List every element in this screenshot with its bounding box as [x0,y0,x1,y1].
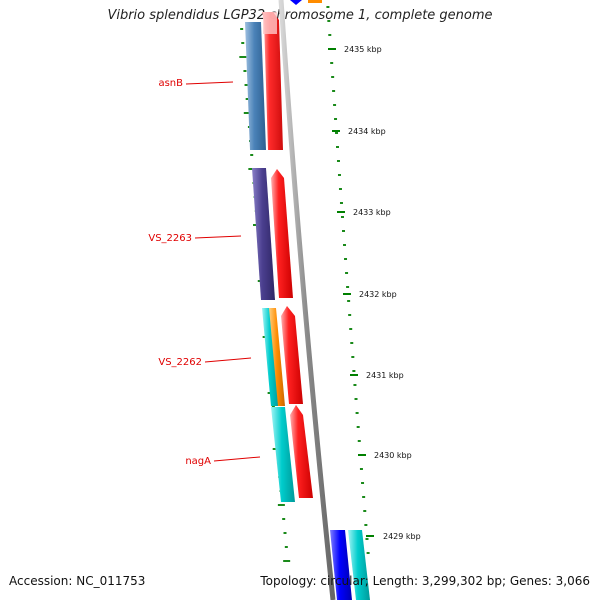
gc-dot [355,412,359,414]
gc-dot [345,272,349,274]
gc-dot [243,70,247,72]
gc-dot [338,188,342,190]
gene-label-VS2263: VS_2263 [148,233,242,244]
gene-label-VS2262: VS_2262 [158,357,252,368]
svg-text:2429 kbp: 2429 kbp [383,532,421,541]
gc-dot [244,84,248,86]
gc-dot [332,90,336,92]
gc-dot [346,286,350,288]
svg-text:2430 kbp: 2430 kbp [374,451,412,460]
gc-dot [284,546,288,548]
gc-dot [283,532,287,534]
svg-text:2432 kbp: 2432 kbp [359,290,397,299]
gc-dot [248,168,256,170]
gc-dot [241,42,245,44]
svg-text:VS_2263: VS_2263 [148,233,192,244]
gc-dot [341,230,345,232]
gc-dot [353,384,357,386]
svg-text:2433 kbp: 2433 kbp [353,208,391,217]
gc-dot [366,552,370,554]
gc-dot [331,76,335,78]
svg-text:2434 kbp: 2434 kbp [348,127,386,136]
feature-asnB-pink [263,12,277,34]
gc-dot [243,112,251,114]
gc-dot [336,160,340,162]
svg-text:VS_2262: VS_2262 [158,357,202,368]
gc-dot [363,510,367,512]
svg-text:asnB: asnB [158,78,183,89]
gc-dot [354,398,358,400]
gc-dot [337,174,341,176]
tick-2429: 2429 kbp [366,532,421,541]
gc-dot [327,20,331,22]
gc-dot [362,496,366,498]
gc-dot [343,244,347,246]
svg-text:nagA: nagA [185,456,211,467]
feature-asnB-blue [245,22,266,150]
gc-dot [357,440,361,442]
gc-dot [326,6,330,8]
gc-dot [334,118,338,120]
feature-asnB-red [262,12,283,150]
gc-dot [356,426,360,428]
gc-dot [359,468,363,470]
gc-dot [335,146,339,148]
gc-dot [283,560,291,562]
feature-nagA-red [290,405,313,498]
svg-text:2431 kbp: 2431 kbp [366,371,404,380]
feature-top-orange [308,0,322,3]
gc-dot [361,482,365,484]
feature-bottom-blue [330,530,352,600]
gc-dot [344,258,348,260]
gc-dot [277,504,285,506]
tick-2433: 2433 kbp [337,208,391,217]
feature-VS2262-red [281,306,303,404]
gc-dot [240,28,244,30]
gc-dot [339,202,343,204]
gc-dot [351,356,355,358]
gc-dot [330,62,334,64]
tick-2432: 2432 kbp [343,290,397,299]
gc-dot [239,56,247,58]
map-title: Vibrio splendidus LGP32 chromosome 1, co… [107,8,493,23]
gc-dot [335,132,339,134]
genome-summary: Topology: circular; Length: 3,299,302 bp… [260,574,590,588]
gc-dot [352,370,356,372]
gc-dot [328,34,332,36]
gc-dot [340,216,344,218]
gc-dot [282,518,286,520]
backbone-line [278,0,336,600]
gc-dot [348,314,352,316]
tick-2435: 2435 kbp [328,45,382,54]
feature-VS2262-orange [269,308,285,406]
tick-2431: 2431 kbp [350,371,404,380]
gc-track-right [326,6,370,554]
gc-dot [250,154,254,156]
gc-dot [350,342,354,344]
feature-VS2263-purple [252,168,275,300]
gc-dot [365,538,369,540]
gc-dot [245,98,249,100]
gc-dot [349,328,353,330]
feature-bottom-cyan [348,530,370,600]
feature-nagA-cyan [271,407,295,502]
gc-dot [364,524,368,526]
feature-VS2263-red [271,169,293,298]
gene-label-nagA: nagA [185,456,261,467]
accession-label: Accession: NC_011753 [9,574,146,588]
feature-top-blue [290,0,302,5]
feature-VS2262-cyan [262,308,279,406]
tick-2430: 2430 kbp [358,451,412,460]
gene-label-asnB: asnB [158,78,234,89]
svg-text:2435 kbp: 2435 kbp [344,45,382,54]
gc-dot [333,104,337,106]
gc-dot [347,300,351,302]
tick-2434: 2434 kbp [332,127,386,136]
